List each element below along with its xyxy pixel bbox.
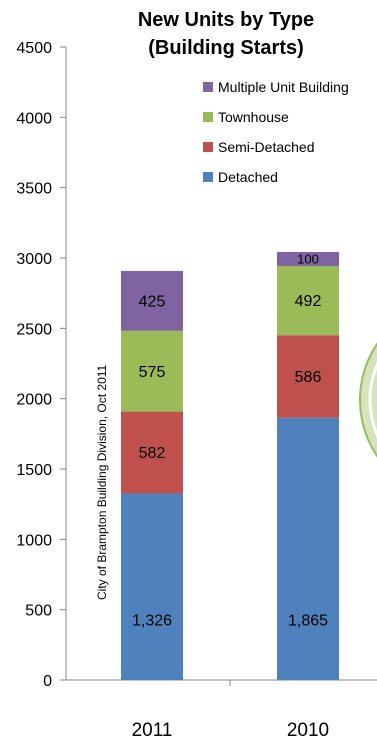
chart-title: New Units by Type [138, 9, 314, 31]
data-label: 425 [139, 293, 166, 310]
legend: Multiple Unit Building Townhouse Semi-Deta… [203, 79, 349, 185]
bar-segments [121, 251, 339, 680]
bar-segment-multiple-unit-building [121, 270, 183, 331]
x-category-label: 2010 [287, 720, 329, 741]
x-axis-categories: 2011 2010 [132, 680, 329, 741]
bar-segment-semi-detached [121, 411, 183, 494]
data-label: 1,865 [288, 613, 328, 630]
bar-segment-detached [277, 417, 339, 680]
data-label: 582 [139, 445, 166, 462]
y-tick-label: 4000 [16, 110, 52, 127]
bar-segment-detached [121, 493, 183, 680]
data-label: 1,326 [132, 613, 172, 630]
data-label: 100 [297, 252, 319, 267]
chart-subtitle: (Building Starts) [148, 37, 304, 59]
bar-segment-semi-detached [277, 335, 339, 418]
y-tick-label: 3500 [16, 181, 52, 198]
y-tick-label: 1000 [16, 532, 52, 549]
legend-label: Semi-Detached [218, 139, 315, 155]
y-axis-ticks: 0 500 1000 1500 2000 2500 3000 3500 4000 4500 [16, 40, 66, 690]
legend-swatch [203, 112, 213, 122]
y-tick-label: 1500 [16, 462, 52, 479]
legend-label: Detached [218, 169, 278, 185]
data-label: 575 [139, 364, 166, 381]
x-category-label: 2011 [132, 720, 173, 741]
legend-swatch [203, 82, 213, 92]
legend-swatch [203, 172, 213, 182]
bar-segment-multiple-unit-building [277, 251, 339, 267]
legend-swatch [203, 142, 213, 152]
bar-segment-townhouse [277, 266, 339, 336]
y-tick-label: 0 [43, 673, 52, 690]
bar-segment-townhouse [121, 330, 183, 412]
source-annotation: City of Brampton Building Division, Oct … [95, 364, 109, 600]
y-tick-label: 4500 [16, 40, 52, 57]
legend-label: Townhouse [218, 109, 289, 125]
legend-label: Multiple Unit Building [218, 79, 349, 95]
data-label: 492 [295, 293, 322, 310]
data-labels: 1,326 582 575 425 1,865 586 492 100 [132, 252, 328, 630]
y-tick-label: 3000 [16, 251, 52, 268]
data-label: 586 [295, 369, 322, 386]
decorative-circle-shape [359, 342, 377, 458]
y-tick-label: 2500 [16, 321, 52, 338]
y-tick-label: 500 [25, 603, 52, 620]
y-tick-label: 2000 [16, 392, 52, 409]
